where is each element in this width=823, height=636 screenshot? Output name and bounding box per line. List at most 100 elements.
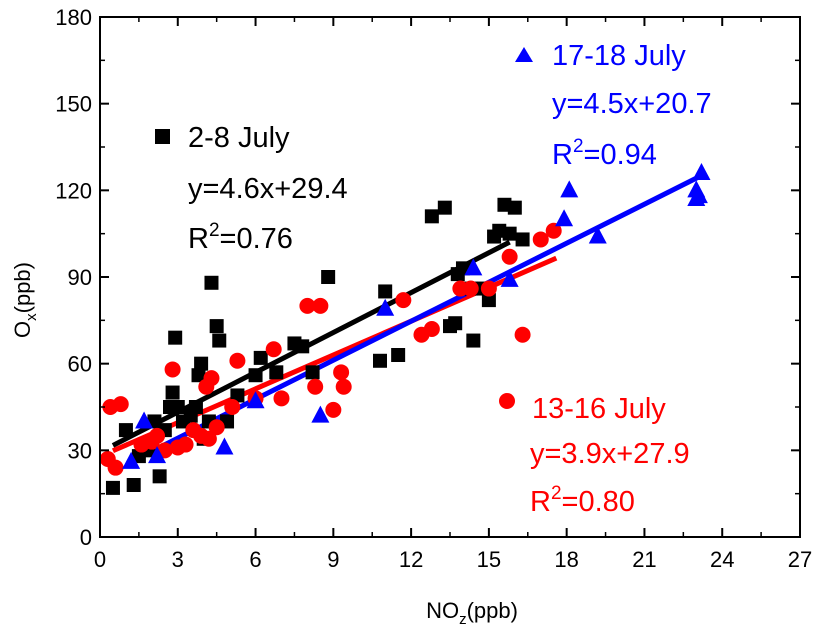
point-17-18-july [148, 446, 167, 464]
y-tick-label: 120 [55, 178, 92, 203]
point-13-16-july [325, 401, 342, 418]
legend-17-18-july-r2: R2=0.94 [552, 136, 657, 171]
legend-17-18-july: 17-18 July y=4.5x+20.7 R2=0.94 [515, 40, 712, 171]
point-2-8-july [165, 385, 180, 400]
point-2-8-july [373, 353, 387, 368]
point-13-16-july [200, 430, 217, 447]
x-tick-label: 9 [327, 547, 339, 572]
point-2-8-july [230, 388, 245, 403]
x-tick-label: 0 [94, 547, 106, 572]
legend-13-16-july-equation: y=3.9x+27.9 [530, 438, 690, 470]
point-2-8-july [448, 316, 463, 331]
point-2-8-july [502, 226, 517, 241]
legend-2-8-july-r2: R2=0.76 [188, 220, 293, 255]
point-2-8-july [209, 319, 224, 334]
point-13-16-july [177, 436, 194, 453]
y-axis-title: Ox(ppb) [10, 262, 40, 338]
x-tick-label: 12 [399, 547, 423, 572]
x-tick-label: 15 [477, 547, 501, 572]
point-13-16-july [462, 280, 479, 297]
y-axis-title-main: O [10, 321, 35, 338]
x-tick-label: 24 [710, 547, 734, 572]
point-2-8-july [191, 368, 206, 383]
point-13-16-july [545, 222, 562, 239]
y-axis-title-unit: (ppb) [10, 262, 35, 313]
point-17-18-july [500, 269, 519, 287]
legend-13-16-july: 13-16 July y=3.9x+27.9 R2=0.80 [499, 393, 690, 518]
point-13-16-july [480, 280, 497, 297]
point-2-8-july [391, 348, 406, 362]
point-13-16-july [299, 297, 316, 314]
legend-13-16-july-marker-icon [499, 393, 515, 409]
point-2-8-july [269, 365, 284, 380]
y-tick-label: 90 [68, 265, 92, 290]
x-tick-label: 18 [554, 547, 578, 572]
point-13-16-july [312, 297, 329, 314]
point-2-8-july [515, 232, 530, 247]
y-tick-label: 0 [80, 525, 92, 550]
point-13-16-july [112, 396, 129, 413]
point-2-8-july [295, 339, 310, 354]
point-17-18-july [376, 298, 395, 316]
point-17-18-july [689, 186, 708, 204]
point-2-8-july [253, 350, 268, 365]
point-2-8-july [152, 469, 167, 484]
legend-13-16-july-label: 13-16 July [532, 393, 666, 425]
fit-line-17-18-july [129, 174, 701, 464]
point-13-16-july [107, 459, 124, 476]
point-17-18-july [215, 437, 234, 455]
y-axis-title-sub: x [23, 313, 40, 321]
point-13-16-july [307, 378, 324, 395]
x-axis-title-sub: z [459, 611, 467, 628]
point-17-18-july [555, 209, 574, 227]
point-13-16-july [203, 370, 220, 387]
ticks: 0 3 6 9 12 15 18 21 24 27 0 30 60 90 120 150 180 [55, 5, 812, 572]
x-axis-title-unit: (ppb) [467, 598, 518, 623]
x-axis-title-main: NO [426, 598, 459, 623]
point-2-8-july [507, 200, 522, 215]
point-17-18-july [588, 226, 607, 244]
point-17-18-july [135, 411, 154, 429]
point-13-16-july [514, 326, 531, 343]
legend-2-8-july: 2-8 July y=4.6x+29.4 R2=0.76 [155, 122, 348, 255]
legend-2-8-july-label: 2-8 July [188, 122, 290, 154]
point-2-8-july [212, 333, 227, 348]
point-13-16-july [532, 231, 549, 248]
point-2-8-july [204, 275, 219, 290]
point-17-18-july [311, 405, 330, 423]
point-13-16-july [265, 341, 282, 358]
legend-2-8-july-equation: y=4.6x+29.4 [188, 173, 348, 205]
point-2-8-july [248, 368, 263, 383]
point-2-8-july [481, 293, 496, 308]
point-2-8-july [188, 400, 203, 414]
x-tick-label: 3 [172, 547, 184, 572]
point-13-16-july [164, 361, 181, 378]
point-13-16-july [149, 427, 166, 444]
point-2-8-july [466, 333, 481, 348]
data-points [99, 163, 711, 495]
point-2-8-july [194, 356, 209, 371]
point-13-16-july [229, 352, 246, 369]
point-2-8-july [168, 330, 183, 345]
y-tick-label: 180 [55, 5, 92, 30]
point-2-8-july [424, 209, 439, 224]
point-13-16-july [395, 292, 412, 309]
point-17-18-july [464, 258, 483, 276]
point-17-18-july [246, 391, 265, 409]
point-13-16-july [335, 378, 352, 395]
point-2-8-july [170, 400, 185, 414]
point-17-18-july [560, 180, 579, 198]
y-tick-label: 30 [68, 438, 92, 463]
x-tick-label: 6 [249, 547, 261, 572]
y-tick-label: 150 [55, 92, 92, 117]
point-17-18-july [692, 163, 711, 180]
point-2-8-july [126, 478, 141, 492]
legend-13-16-july-r2: R2=0.80 [530, 483, 635, 518]
point-17-18-july [122, 451, 141, 469]
x-tick-label: 21 [632, 547, 656, 572]
x-tick-label: 27 [788, 547, 812, 572]
y-tick-label: 60 [68, 352, 92, 377]
point-13-16-july [333, 364, 350, 381]
point-13-16-july [501, 248, 518, 265]
